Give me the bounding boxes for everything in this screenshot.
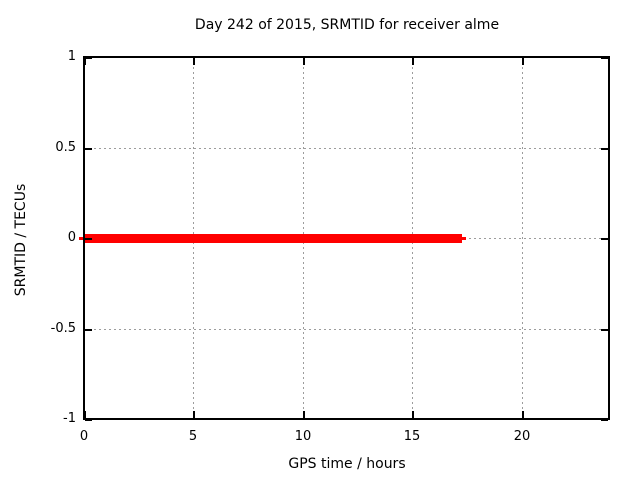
x-tick-label: 15	[403, 429, 421, 444]
y-tick-right	[601, 329, 608, 331]
x-tick-bottom	[522, 411, 524, 418]
x-tick-label: 5	[188, 429, 198, 444]
data-line-srmtid-tail	[462, 237, 466, 240]
x-tick-label: 10	[294, 429, 312, 444]
y-tick-left	[85, 238, 92, 240]
y-tick-label: 0	[67, 230, 76, 245]
y-tick-left	[85, 419, 92, 421]
x-tick-top	[522, 58, 524, 65]
x-axis-label: GPS time / hours	[288, 456, 406, 472]
y-tick-right	[601, 419, 608, 421]
y-tick-right	[601, 148, 608, 150]
chart-title: Day 242 of 2015, SRMTID for receiver alm…	[194, 17, 500, 33]
y-tick-right	[601, 238, 608, 240]
horizontal-gridline	[84, 329, 609, 330]
y-tick-right	[601, 57, 608, 59]
y-tick-label: -1	[63, 411, 76, 426]
x-tick-top	[193, 58, 195, 65]
x-tick-label: 20	[513, 429, 531, 444]
data-line-srmtid	[84, 234, 462, 243]
x-tick-top	[84, 58, 86, 65]
x-tick-top	[303, 58, 305, 65]
x-tick-bottom	[84, 411, 86, 418]
y-tick-left	[85, 329, 92, 331]
y-tick-label: -0.5	[50, 321, 76, 336]
horizontal-gridline	[84, 148, 609, 149]
y-tick-label: 0.5	[55, 140, 76, 155]
x-tick-label: 0	[79, 429, 89, 444]
plot-border	[83, 56, 610, 420]
x-tick-bottom	[193, 411, 195, 418]
y-tick-label: 1	[67, 49, 76, 64]
x-tick-bottom	[412, 411, 414, 418]
y-tick-left	[85, 148, 92, 150]
x-tick-top	[412, 58, 414, 65]
x-tick-bottom	[303, 411, 305, 418]
y-tick-left	[85, 57, 92, 59]
data-line-srmtid-left-cap	[79, 237, 83, 240]
